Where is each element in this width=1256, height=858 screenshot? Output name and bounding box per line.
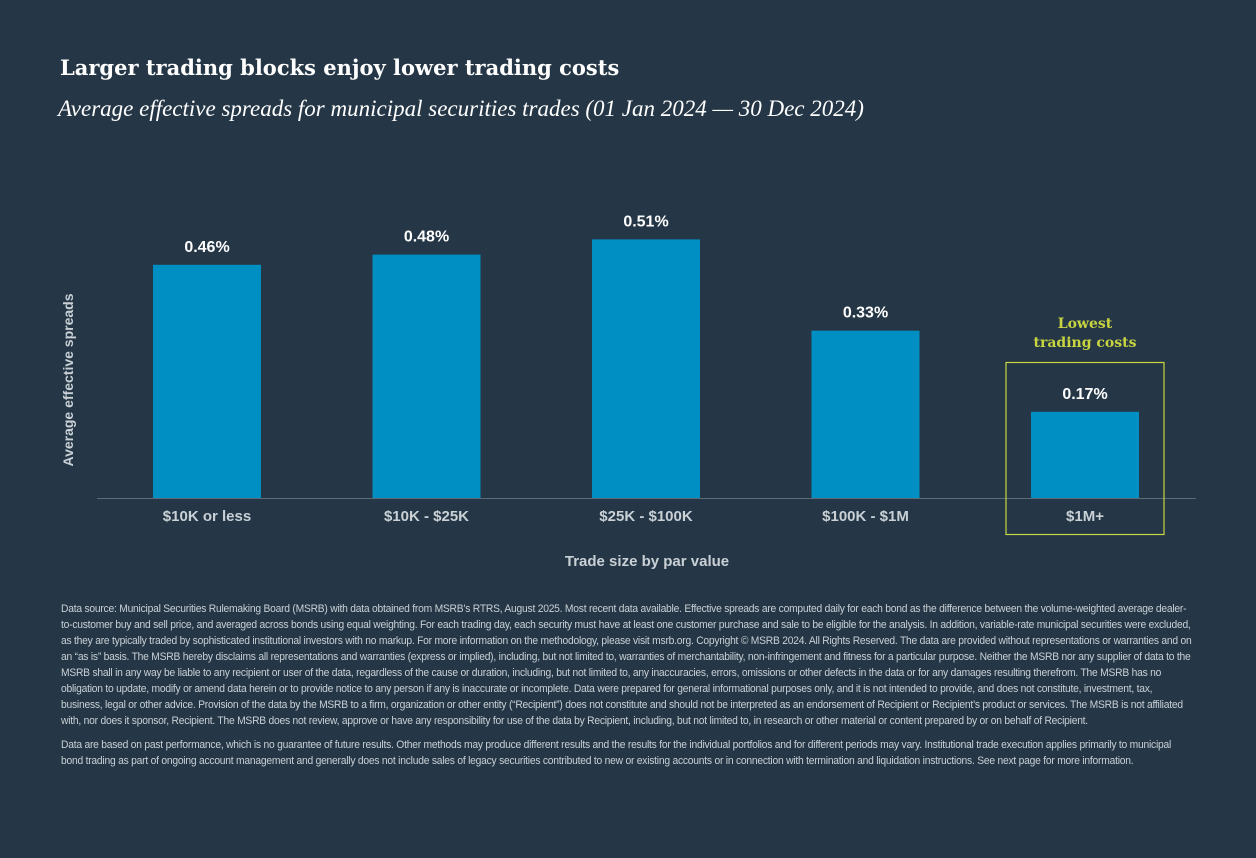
chart-subtitle: Average effective spreads for municipal … bbox=[58, 96, 864, 121]
x-axis-label: Trade size by par value bbox=[565, 553, 729, 570]
bars-layer bbox=[153, 239, 1139, 498]
data-label: 0.51% bbox=[623, 213, 668, 230]
y-axis-label: Average effective spreads bbox=[60, 293, 76, 466]
bar bbox=[153, 264, 261, 498]
data-source-notes: Data source: Municipal Securities Rulema… bbox=[61, 601, 1194, 777]
labels-layer: 0.46% $10K or less 0.48% $10K - $25K 0.51% $2… bbox=[163, 213, 1108, 525]
highlight-box bbox=[1005, 361, 1165, 536]
highlight-label-line2: trading costs bbox=[1034, 335, 1137, 351]
x-tick-label: $25K - $100K bbox=[599, 508, 693, 525]
bar bbox=[811, 330, 920, 498]
bar bbox=[1031, 411, 1139, 498]
source-paragraph-1: Data source: Municipal Securities Rulema… bbox=[61, 603, 1192, 727]
x-tick-label: $1M+ bbox=[1066, 508, 1104, 525]
x-tick-label: $100K - $1M bbox=[822, 508, 909, 525]
source-paragraph-2: Data are based on past performance, whic… bbox=[61, 739, 1172, 767]
bar bbox=[592, 239, 700, 498]
x-tick-label: $10K - $25K bbox=[384, 508, 469, 525]
highlight-label-line1: Lowest bbox=[1058, 316, 1113, 332]
bar bbox=[372, 254, 481, 498]
x-tick-label: $10K or less bbox=[163, 508, 251, 525]
data-label: 0.46% bbox=[184, 239, 229, 256]
bar-chart: 0.46% $10K or less 0.48% $10K - $25K 0.51% $2… bbox=[60, 213, 1196, 570]
chart-title: Larger trading blocks enjoy lower tradin… bbox=[60, 55, 620, 80]
data-label: 0.33% bbox=[843, 305, 888, 322]
data-label: 0.17% bbox=[1062, 386, 1107, 403]
data-label: 0.48% bbox=[404, 229, 449, 246]
